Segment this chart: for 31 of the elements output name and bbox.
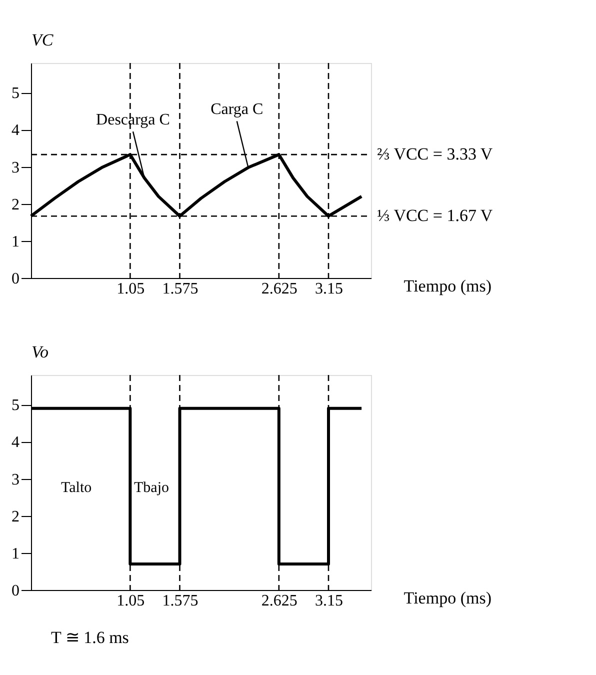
y-tick-label: 3 [12, 471, 20, 488]
y-tick-label: 2 [12, 196, 20, 214]
x-tick-label: 2.625 [261, 280, 298, 298]
x-tick-label: 3.15 [315, 280, 343, 298]
x-tick-label: 3.15 [315, 592, 343, 610]
y-tick-label: 0 [12, 270, 20, 288]
y-axis-title: VC [32, 30, 54, 50]
annotation: Carga C [210, 101, 264, 118]
y-tick-label: 5 [12, 397, 20, 414]
annotation: Tbajo [134, 480, 169, 496]
x-axis-title: Tiempo (ms) [404, 588, 492, 608]
y-tick-label: 4 [12, 434, 20, 452]
annotation: Talto [61, 480, 92, 496]
y-tick-label: 1 [12, 233, 20, 250]
x-axis-title: Tiempo (ms) [404, 276, 492, 296]
annotation: Descarga C [96, 112, 170, 129]
ref-line-label: ⅔ VCC = 3.33 V [377, 144, 494, 164]
y-tick-label: 1 [12, 545, 20, 562]
x-tick-label: 1.05 [116, 280, 145, 298]
x-tick-label: 1.575 [162, 280, 198, 298]
x-tick-label: 1.575 [162, 592, 198, 610]
y-axis-title: Vo [32, 342, 48, 362]
text: T ≅ 1.6 ms [51, 628, 129, 647]
y-tick-label: 5 [12, 85, 20, 102]
ref-line-label: ⅓ VCC = 1.67 V [377, 206, 494, 226]
y-tick-label: 0 [12, 582, 20, 600]
y-tick-label: 4 [12, 122, 20, 140]
y-tick-label: 3 [12, 159, 20, 176]
y-tick-label: 2 [12, 508, 20, 526]
x-tick-label: 2.625 [261, 592, 298, 610]
x-tick-label: 1.05 [116, 592, 145, 610]
